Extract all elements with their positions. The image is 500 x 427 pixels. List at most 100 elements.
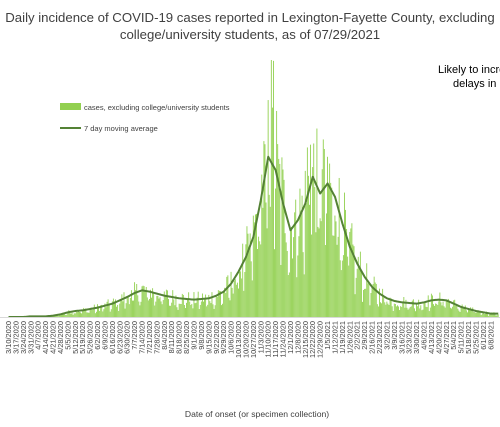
daily-case-bar xyxy=(301,195,303,317)
daily-case-bar xyxy=(319,218,321,317)
x-tick-label: 4/7/2020 xyxy=(34,321,43,350)
daily-case-bar xyxy=(137,295,139,317)
x-tick-label: 9/15/2020 xyxy=(204,321,213,354)
daily-case-bar xyxy=(470,307,472,317)
daily-case-bar xyxy=(186,302,187,317)
daily-case-bar xyxy=(356,268,358,317)
daily-case-bar xyxy=(146,297,148,317)
daily-case-bar xyxy=(58,315,60,317)
daily-case-bar xyxy=(490,314,492,317)
daily-case-bar xyxy=(426,307,428,317)
daily-case-bar xyxy=(403,297,405,317)
daily-case-bar xyxy=(399,310,401,317)
daily-case-bar xyxy=(138,301,140,317)
daily-case-bar xyxy=(324,245,326,317)
daily-case-bar xyxy=(366,263,368,317)
daily-case-bar xyxy=(229,300,231,317)
daily-case-bar xyxy=(481,313,483,317)
moving-average-line xyxy=(8,155,499,318)
daily-case-bar xyxy=(97,304,98,317)
daily-case-bar xyxy=(401,306,403,317)
daily-case-bar xyxy=(145,286,147,317)
daily-case-bar xyxy=(309,204,310,317)
x-tick-label: 7/28/2020 xyxy=(152,321,161,354)
daily-case-bar xyxy=(473,311,475,317)
daily-case-bar xyxy=(354,294,356,317)
daily-case-bar xyxy=(269,206,271,317)
daily-case-bar xyxy=(298,236,300,317)
daily-case-bar xyxy=(94,313,96,317)
daily-case-bar xyxy=(363,289,364,317)
daily-case-bar xyxy=(114,301,115,317)
daily-case-bar xyxy=(468,309,469,317)
daily-case-bar xyxy=(364,288,366,317)
daily-case-bar xyxy=(445,300,447,317)
daily-case-bar xyxy=(231,287,233,317)
daily-case-bar xyxy=(108,304,110,317)
daily-case-bar xyxy=(461,304,463,317)
daily-case-bar xyxy=(464,305,466,317)
daily-case-bar xyxy=(176,307,178,317)
x-tick-label: 3/2/2021 xyxy=(382,321,391,350)
daily-case-bar xyxy=(139,305,141,317)
daily-case-bar xyxy=(460,306,462,317)
daily-case-bar xyxy=(162,300,164,317)
daily-case-bar xyxy=(303,274,305,317)
daily-case-bar xyxy=(274,249,275,317)
daily-case-bar xyxy=(423,302,425,317)
daily-case-bar xyxy=(349,231,351,317)
daily-case-bar xyxy=(206,306,208,317)
x-tick-label: 11/10/2020 xyxy=(264,321,273,357)
daily-case-bar xyxy=(178,303,180,317)
daily-case-bar xyxy=(409,307,411,317)
daily-case-bar xyxy=(106,301,108,317)
daily-case-bar xyxy=(282,169,284,317)
x-tick-label: 3/23/2021 xyxy=(405,321,414,354)
daily-case-bar xyxy=(134,282,136,317)
chart-title-line-1: Daily incidence of COVID-19 cases report… xyxy=(5,10,494,25)
daily-case-bar xyxy=(497,314,499,317)
daily-case-bar xyxy=(70,313,72,317)
daily-case-bar xyxy=(422,309,424,317)
daily-case-bar xyxy=(338,177,340,317)
x-tick-label: 1/5/2021 xyxy=(323,321,332,350)
daily-case-bar xyxy=(117,304,119,317)
daily-case-bar xyxy=(240,271,242,317)
daily-case-bar xyxy=(462,307,464,317)
daily-case-bar xyxy=(424,302,426,317)
daily-case-bar xyxy=(386,301,388,317)
daily-case-bar xyxy=(397,305,398,317)
daily-case-bar xyxy=(296,277,298,317)
daily-case-bar xyxy=(492,314,494,317)
x-tick-label: 3/31/2020 xyxy=(26,321,35,354)
daily-case-bar xyxy=(289,229,291,317)
daily-case-bar xyxy=(263,141,265,317)
daily-case-bar xyxy=(411,300,413,317)
daily-case-bar xyxy=(469,309,470,317)
daily-case-bar xyxy=(307,175,309,317)
daily-case-bar xyxy=(478,312,480,317)
x-tick-label: 4/13/2021 xyxy=(427,321,436,354)
daily-case-bar xyxy=(188,292,190,317)
legend-bar-label: cases, excluding college/university stud… xyxy=(84,103,230,112)
daily-case-bar xyxy=(408,308,410,317)
daily-case-bar xyxy=(130,290,132,317)
daily-case-bar xyxy=(92,308,94,317)
daily-case-bar xyxy=(169,305,171,317)
daily-case-bar xyxy=(207,304,209,317)
daily-case-bar xyxy=(95,311,97,317)
daily-case-bar xyxy=(174,305,176,317)
x-tick-label: 11/17/2020 xyxy=(271,321,280,357)
daily-case-bar xyxy=(236,282,238,317)
daily-case-bar xyxy=(442,301,444,317)
daily-case-bar xyxy=(463,308,465,317)
daily-case-bar xyxy=(248,248,250,317)
daily-case-bar xyxy=(383,297,385,317)
daily-case-bar xyxy=(326,213,327,317)
daily-case-bar xyxy=(80,312,81,317)
daily-case-bar xyxy=(87,312,89,317)
daily-case-bar xyxy=(93,304,95,317)
daily-case-bar xyxy=(339,260,341,317)
daily-case-bar xyxy=(352,244,354,317)
daily-case-bar xyxy=(402,302,404,317)
